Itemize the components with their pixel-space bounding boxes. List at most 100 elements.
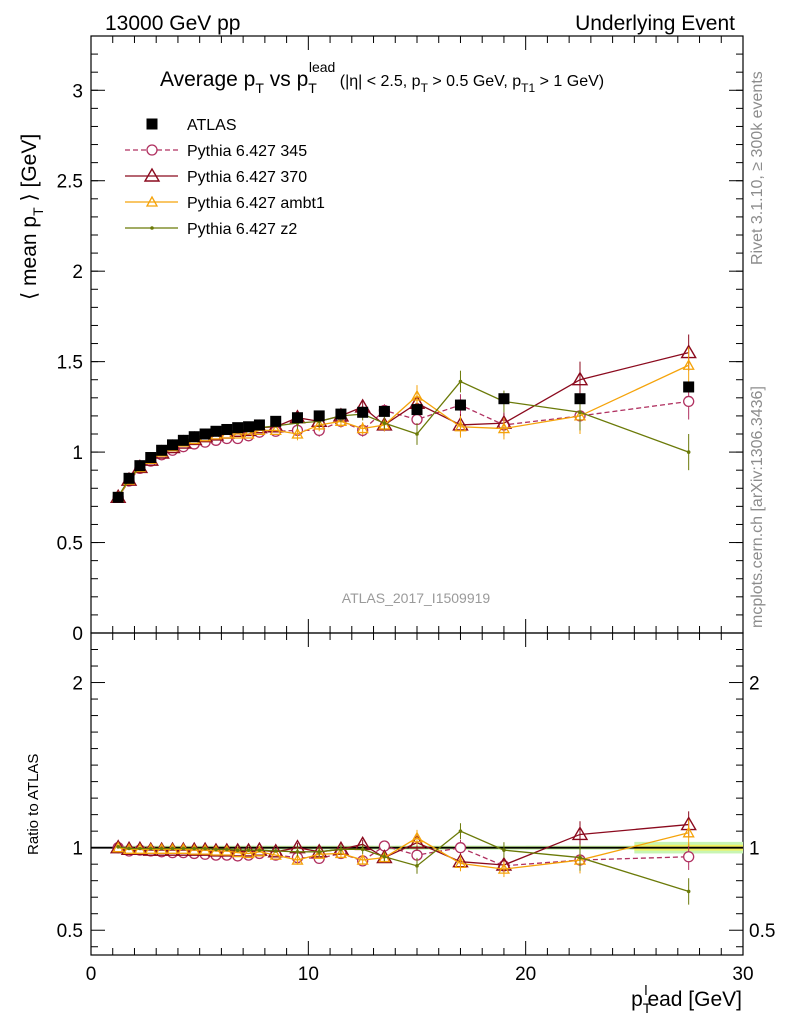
ratio-point [148, 846, 153, 851]
atlas-point [156, 444, 168, 456]
ratio-point [317, 849, 322, 854]
series-line-pythia-6-427-345 [117, 400, 689, 498]
main-series [109, 334, 697, 504]
ratio-point [198, 843, 212, 855]
series-line-pythia-6-427-370 [117, 351, 689, 498]
ratio-point [571, 826, 589, 841]
analysis-watermark: ATLAS_2017_I1509919 [342, 590, 491, 606]
mc-point [415, 432, 419, 436]
ratio-point [382, 854, 387, 859]
mc-point [578, 410, 582, 415]
title-cuts-c: > 1 GeV) [535, 73, 604, 90]
x-axis-ticks: 0 10 20 30 [86, 36, 754, 985]
mc-point [454, 420, 467, 432]
ylabel-main-sub: T [30, 207, 46, 216]
ratio-point [682, 826, 695, 838]
title-vs: vs p [264, 68, 308, 91]
atlas-point [188, 431, 200, 443]
ratio-point [203, 846, 207, 851]
title-vs-sub: T [308, 80, 317, 96]
ratio-point [116, 845, 120, 849]
y-tick-label: 2 [72, 262, 83, 283]
ratio-point [251, 841, 268, 856]
chart-title: Average pT vs pTlead (|η| < 2.5, pT > 0.… [160, 59, 604, 96]
ratio-point [497, 862, 511, 874]
mc-point [269, 424, 282, 436]
ratio-point [170, 846, 175, 851]
title-cuts-b-sub: T1 [521, 81, 535, 95]
ratio-point [269, 848, 282, 860]
mc-point [410, 389, 424, 401]
ratio-tick-label-left: 0.5 [57, 921, 83, 942]
y-tick-label: 1 [72, 443, 83, 464]
ratio-axis-ticks: 0.5 0.5 1 1 2 2 [57, 649, 775, 948]
mc-point [356, 422, 369, 434]
atlas-point [683, 381, 695, 393]
title-vs-sup: lead [309, 59, 335, 75]
ratio-point [454, 842, 467, 854]
legend: ATLAS Pythia 6.427 345 Pythia 6.427 370 Pyt… [125, 117, 325, 238]
legend-marker [145, 195, 159, 207]
ratio-point [138, 846, 142, 851]
ratio-point [356, 853, 369, 865]
atlas-point [123, 472, 135, 484]
title-main-sub: T [255, 80, 264, 96]
ratio-point [257, 848, 262, 852]
atlas-point [199, 428, 211, 440]
ratio-point [220, 844, 233, 856]
ratio-point [192, 846, 197, 851]
ratio-panel-frame [90, 632, 744, 956]
y-tick-label: 0.5 [57, 534, 83, 555]
legend-label: Pythia 6.427 z2 [187, 221, 297, 238]
x-tick-label: 10 [298, 964, 319, 985]
xlabel-a: p [631, 988, 643, 1011]
ylabel-main-b: ⟩ [GeV] [18, 134, 41, 208]
atlas-point [167, 439, 178, 451]
atlas-point [574, 393, 586, 405]
ratio-tick-label-left: 1 [72, 839, 83, 860]
x-tick-label: 30 [732, 964, 753, 985]
ratio-point [127, 846, 131, 851]
atlas-point [112, 491, 124, 503]
mc-point [334, 414, 348, 426]
x-axis-label: pTlead [GeV] [631, 982, 742, 1016]
y-tick-label: 0 [72, 624, 83, 645]
legend-label: Pythia 6.427 370 [187, 169, 307, 186]
ratio-point [502, 848, 506, 852]
mcplots-label: mcplots.cern.ch [arXiv:1306.3436] [749, 386, 766, 628]
atlas-point [145, 452, 157, 464]
ratio-point [334, 847, 348, 859]
ratio-point [207, 842, 225, 857]
mc-point [291, 427, 304, 439]
ratio-point [188, 843, 201, 855]
y-axis-label-main: ⟨ mean pT ⟩ [GeV] [18, 134, 46, 300]
x-tick-label: 20 [515, 964, 536, 985]
atlas-point [411, 404, 423, 416]
legend-marker [146, 144, 158, 156]
legend-marker [146, 118, 158, 130]
ratio-point [686, 889, 691, 894]
mc-point [682, 358, 695, 370]
y-axis-label-ratio: Ratio to ATLAS [25, 754, 42, 855]
legend-label: Pythia 6.427 ambt1 [187, 195, 325, 212]
ratio-tick-label-left: 2 [72, 674, 83, 695]
ratio-line-pythia-6-427-z2 [118, 830, 689, 893]
xlabel-sub: T [643, 1000, 652, 1016]
ratio-point [159, 846, 164, 851]
ratio-point [235, 848, 240, 852]
atlas-point [378, 405, 390, 417]
y-tick-label: 1.5 [57, 353, 83, 374]
atlas-point [291, 412, 303, 424]
ratio-point [231, 846, 244, 858]
mc-point [686, 450, 691, 454]
mc-point [411, 413, 423, 426]
ratio-point [295, 849, 300, 854]
atlas-point [313, 410, 325, 422]
ratio-point [578, 855, 582, 860]
atlas-point [232, 422, 244, 434]
x-tick-label: 0 [86, 964, 97, 985]
ratio-tick-label-right: 2 [749, 674, 760, 695]
ratio-point [209, 844, 223, 856]
legend-marker [143, 167, 161, 182]
